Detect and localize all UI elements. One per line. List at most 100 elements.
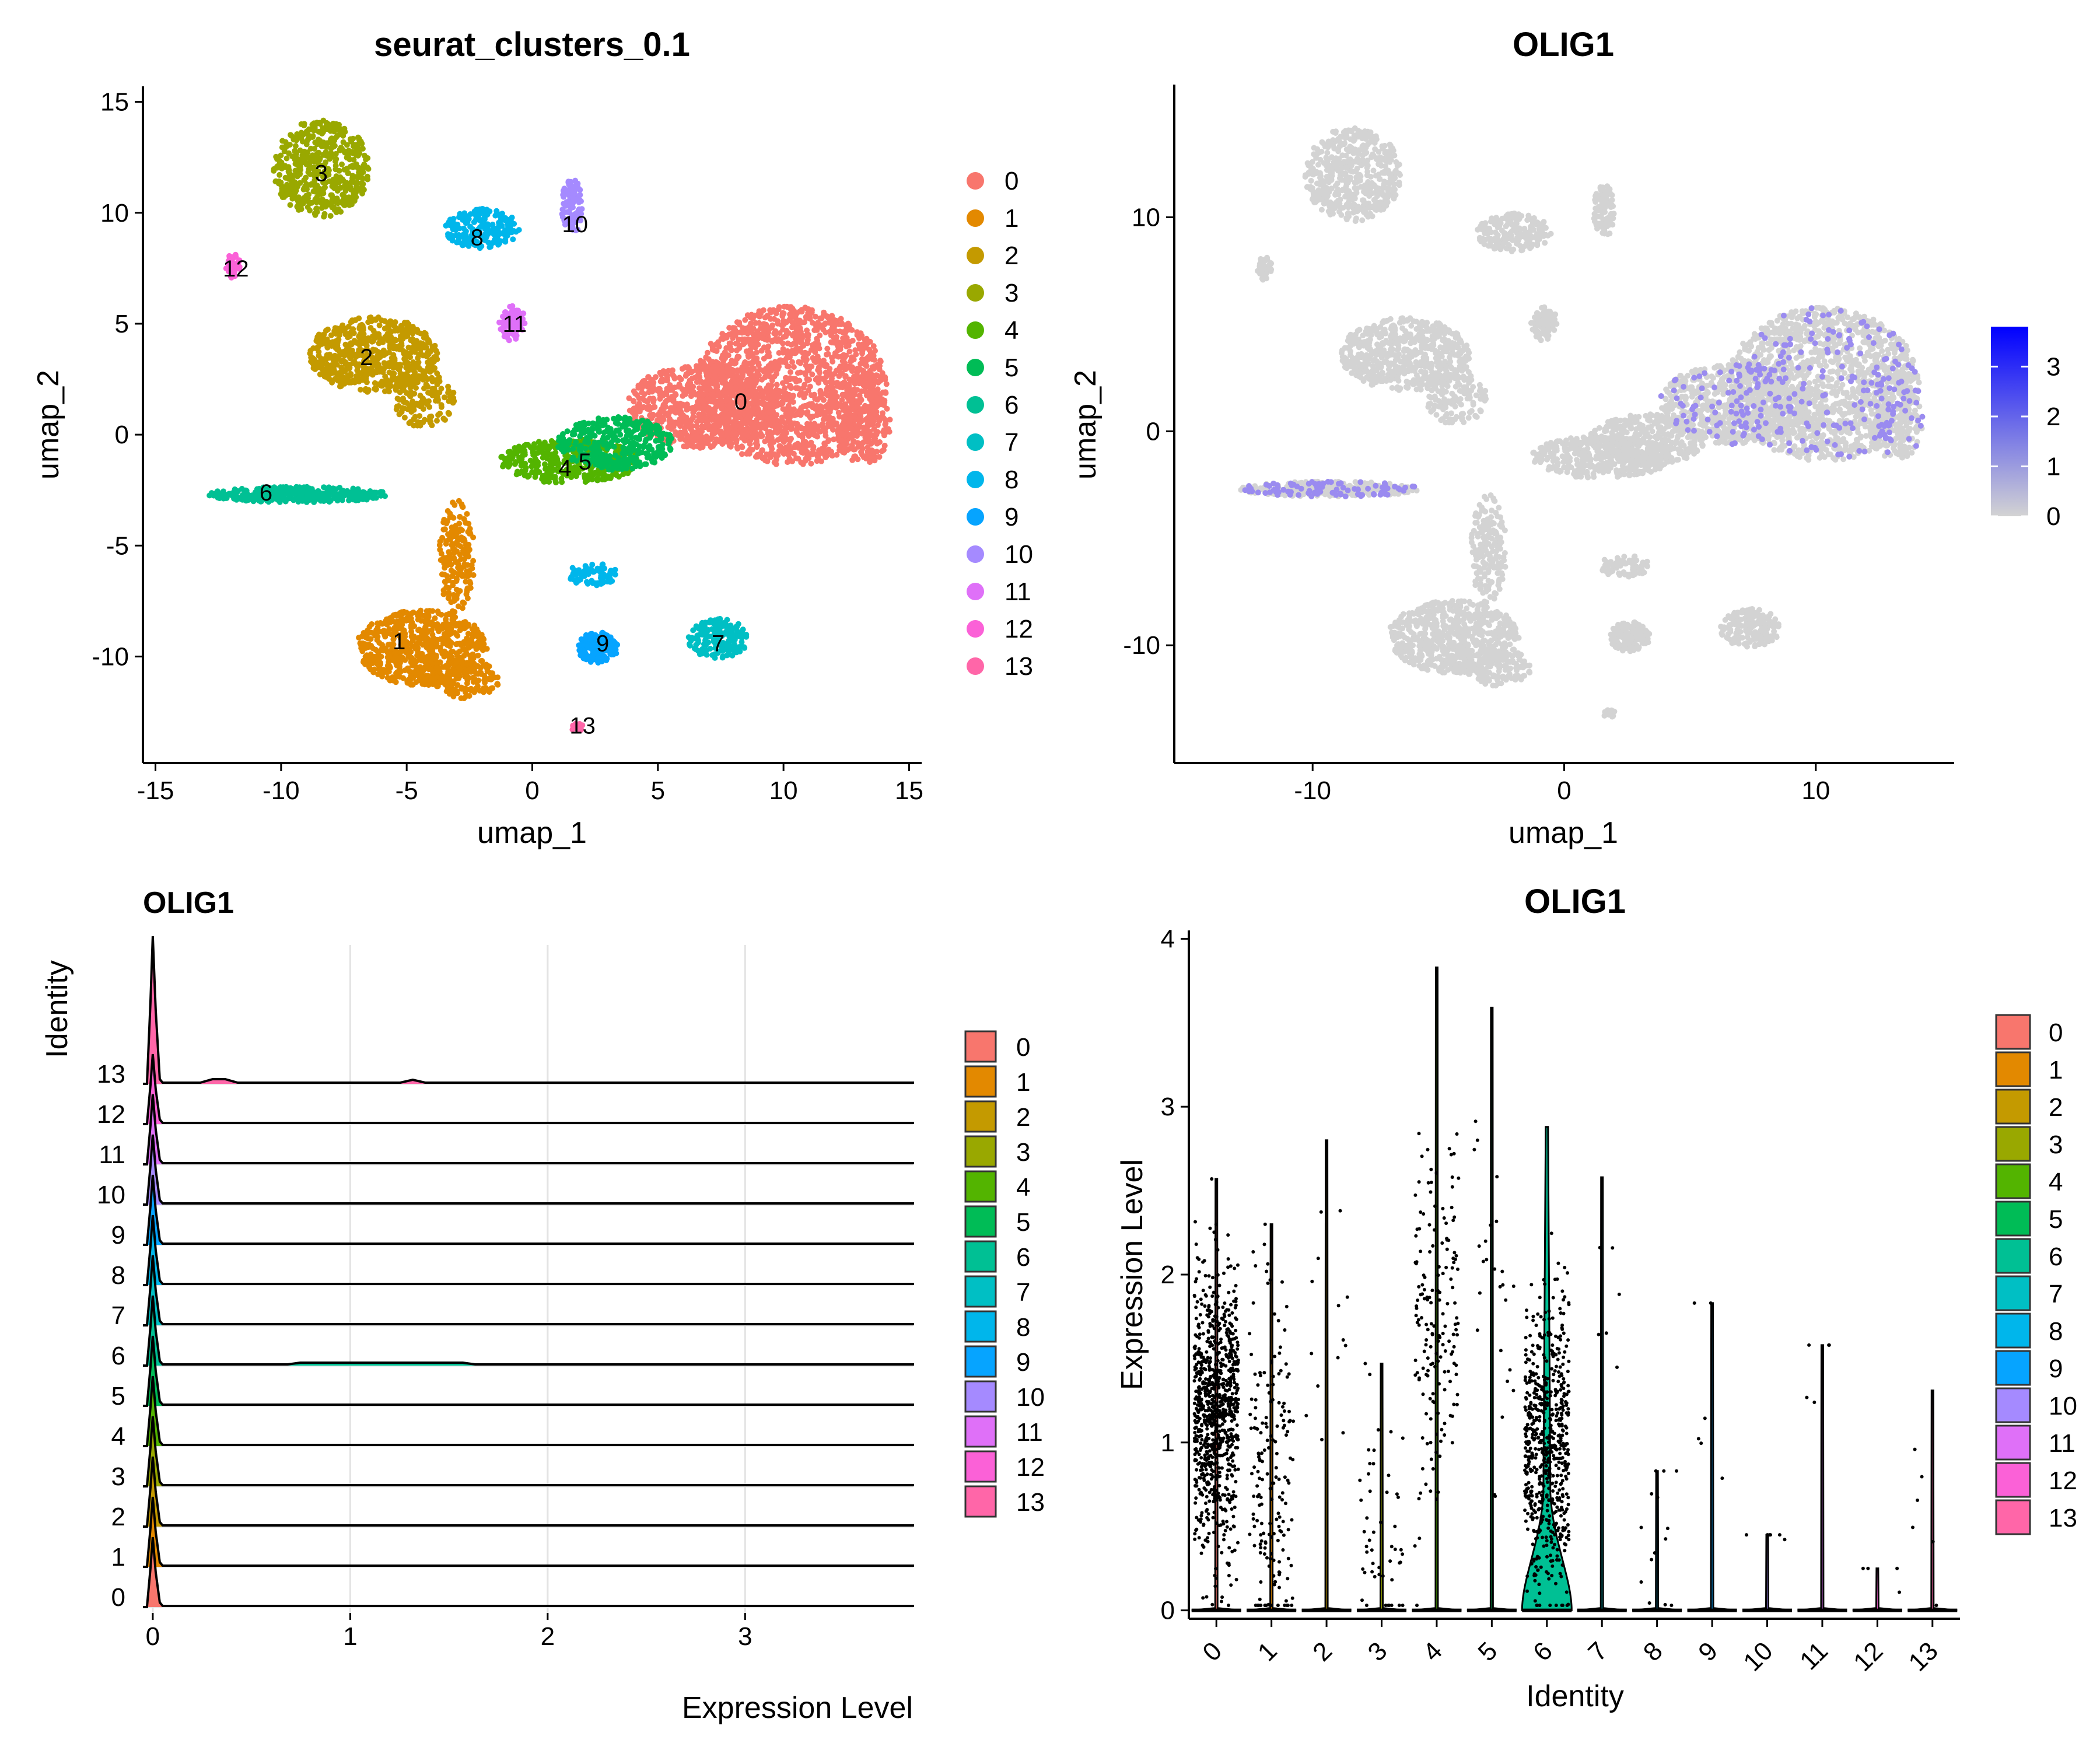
cell-point [706,422,712,429]
cell-point [407,384,414,391]
cell-point [335,354,342,360]
cell-point [409,610,415,617]
cell-point [536,469,542,475]
cell-point [841,422,847,429]
cell-point [824,415,831,421]
cell-point [303,192,310,199]
cell-point [856,393,863,399]
cell-point [417,664,424,670]
cell-point [779,414,785,421]
cell-point [774,382,780,388]
cell-point [411,368,417,374]
cell-point [771,451,778,457]
cell-point [400,656,406,662]
cell-point [453,632,460,638]
cell-point [846,396,852,402]
cell-point [459,605,466,611]
cell-point [379,317,385,324]
cell-point [333,173,340,180]
cell-point [489,685,496,691]
cell-point [477,664,484,671]
cell-point [696,385,702,391]
cell-point [396,411,402,418]
cell-point [388,329,394,335]
cell-point [796,392,803,398]
cell-point [663,397,670,404]
cell-point [364,372,370,378]
cell-point [734,354,741,360]
cell-point [760,335,766,342]
cell-point [297,180,303,186]
cell-point [363,634,369,640]
cell-point [450,541,457,547]
cell-point [842,433,848,439]
cell-point [375,361,382,368]
cell-point [762,401,768,407]
cell-point [381,366,387,372]
cell-point [699,444,706,450]
cell-point [365,627,371,634]
cell-point [368,654,374,661]
cell-point [424,640,430,646]
cell-point [739,330,746,336]
cell-point [808,452,815,458]
cell-point [646,389,652,396]
cell-point [776,359,783,365]
cell-point [468,562,475,568]
cell-point [806,433,812,439]
cell-point [875,396,881,402]
cell-point [415,669,421,676]
cell-point [339,161,345,167]
cell-point [443,650,449,656]
cell-point [660,408,666,414]
cell-point [655,412,662,418]
cell-point [753,439,760,446]
cell-point [788,369,794,375]
cell-point [525,442,531,448]
cell-point [382,647,388,653]
cell-point [296,132,302,138]
cell-point [417,330,424,337]
cell-point [747,314,754,321]
cell-point [640,404,647,410]
cell-point [687,435,693,441]
cell-point [369,372,376,378]
cell-point [284,155,290,162]
cell-point [776,393,782,399]
cell-point [785,444,791,451]
cell-point [324,340,331,346]
cell-point [830,325,836,331]
cell-point [849,426,855,432]
cell-point [540,454,546,461]
cell-point [689,383,695,390]
cell-point [600,472,606,478]
cell-point [297,171,303,177]
cell-point [679,366,685,372]
cell-point [331,328,338,334]
cell-point [425,383,431,390]
cell-point [687,405,693,412]
cell-point [740,341,746,348]
cell-point [547,457,554,464]
cell-point [738,373,744,380]
cell-point [323,356,329,363]
cell-point [708,416,715,423]
cell-point [784,304,790,310]
cell-point [873,431,880,438]
cell-point [754,328,761,334]
cell-point [284,181,290,188]
cell-point [812,349,818,355]
cell-point [704,349,710,356]
cell-point [463,520,469,526]
cell-point [774,338,780,344]
cell-point [386,388,392,394]
cell-point [414,641,421,648]
cell-point [768,324,775,331]
cell-point [792,313,799,320]
cell-point [412,376,418,382]
cell-point [382,634,388,640]
umap-clusters-points [206,117,893,734]
cell-point [438,551,444,557]
cell-point [332,376,338,382]
cell-point [458,695,464,701]
